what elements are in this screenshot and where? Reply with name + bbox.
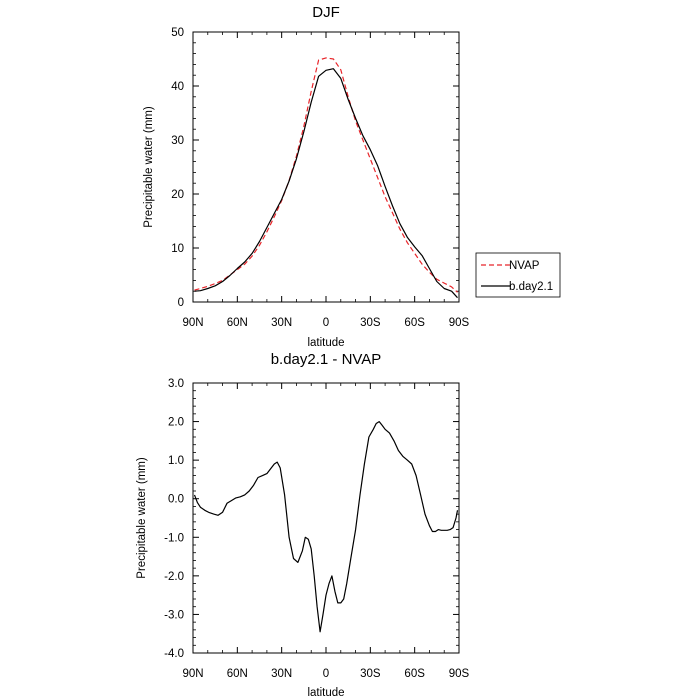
y-tick-label: 2.0	[168, 417, 184, 429]
chart-title: b.day2.1 - NVAP	[271, 351, 382, 368]
y-tick-label: 30	[171, 135, 184, 147]
axis-ticks: 0 10 20 30 40 50 90N 60N 30N 0 30S 60S 90S	[171, 27, 469, 329]
x-tick-label: 0	[323, 317, 329, 329]
x-tick-label: 60S	[404, 668, 425, 680]
y-tick-label: 10	[171, 243, 184, 255]
plot-frame	[192, 382, 460, 654]
plot-frame	[192, 31, 460, 303]
legend: NVAP b.day2.1	[475, 252, 561, 298]
x-tick-label: 30N	[271, 317, 292, 329]
series-line	[193, 421, 459, 633]
legend-entry-nvap: NVAP	[509, 260, 540, 272]
y-tick-label: 3.0	[168, 378, 184, 390]
x-tick-label: 90N	[182, 668, 203, 680]
x-tick-label: 0	[323, 668, 329, 680]
x-tick-label: 30N	[271, 668, 292, 680]
x-tick-label: 60S	[404, 317, 425, 329]
series-lines	[193, 421, 459, 633]
x-tick-label: 30S	[360, 317, 381, 329]
x-tick-label: 90S	[449, 317, 470, 329]
x-axis-label: latitude	[307, 687, 344, 699]
y-tick-label: -2.0	[164, 571, 184, 583]
x-axis-label: latitude	[307, 337, 344, 349]
y-axis-label: Precipitable water (mm)	[136, 457, 148, 579]
x-tick-label: 60N	[227, 668, 248, 680]
y-tick-label: 20	[171, 189, 184, 201]
y-tick-label: -4.0	[164, 648, 184, 660]
chart-title: DJF	[312, 4, 340, 21]
chart-difference: b.day2.1 - NVAP -4.0 -3.0 -2.0 -1.0 0.0 1.0 2.…	[136, 351, 470, 699]
legend-box	[475, 252, 561, 298]
series-line-nvap	[194, 57, 458, 293]
series-lines	[194, 57, 458, 299]
y-tick-label: -1.0	[164, 532, 184, 544]
y-tick-label: -3.0	[164, 609, 184, 621]
legend-entry-bday: b.day2.1	[509, 281, 553, 293]
axis-ticks: -4.0 -3.0 -2.0 -1.0 0.0 1.0 2.0 3.0 90N 60N 30N 0 30…	[164, 378, 469, 680]
x-tick-label: 30S	[360, 668, 381, 680]
y-tick-label: 0.0	[168, 494, 184, 506]
y-tick-label: 1.0	[168, 455, 184, 467]
series-line-b-day2-1	[194, 68, 458, 299]
y-tick-label: 40	[171, 81, 184, 93]
x-tick-label: 90S	[449, 668, 470, 680]
x-tick-label: 90N	[182, 317, 203, 329]
y-tick-label: 50	[171, 27, 184, 39]
y-tick-label: 0	[178, 297, 184, 309]
chart-djf: DJF 0 10 20 30 40 50 90N 60N 30N 0 30S 60S 90S latit…	[143, 4, 561, 349]
y-axis-label: Precipitable water (mm)	[143, 106, 155, 228]
x-tick-label: 60N	[227, 317, 248, 329]
